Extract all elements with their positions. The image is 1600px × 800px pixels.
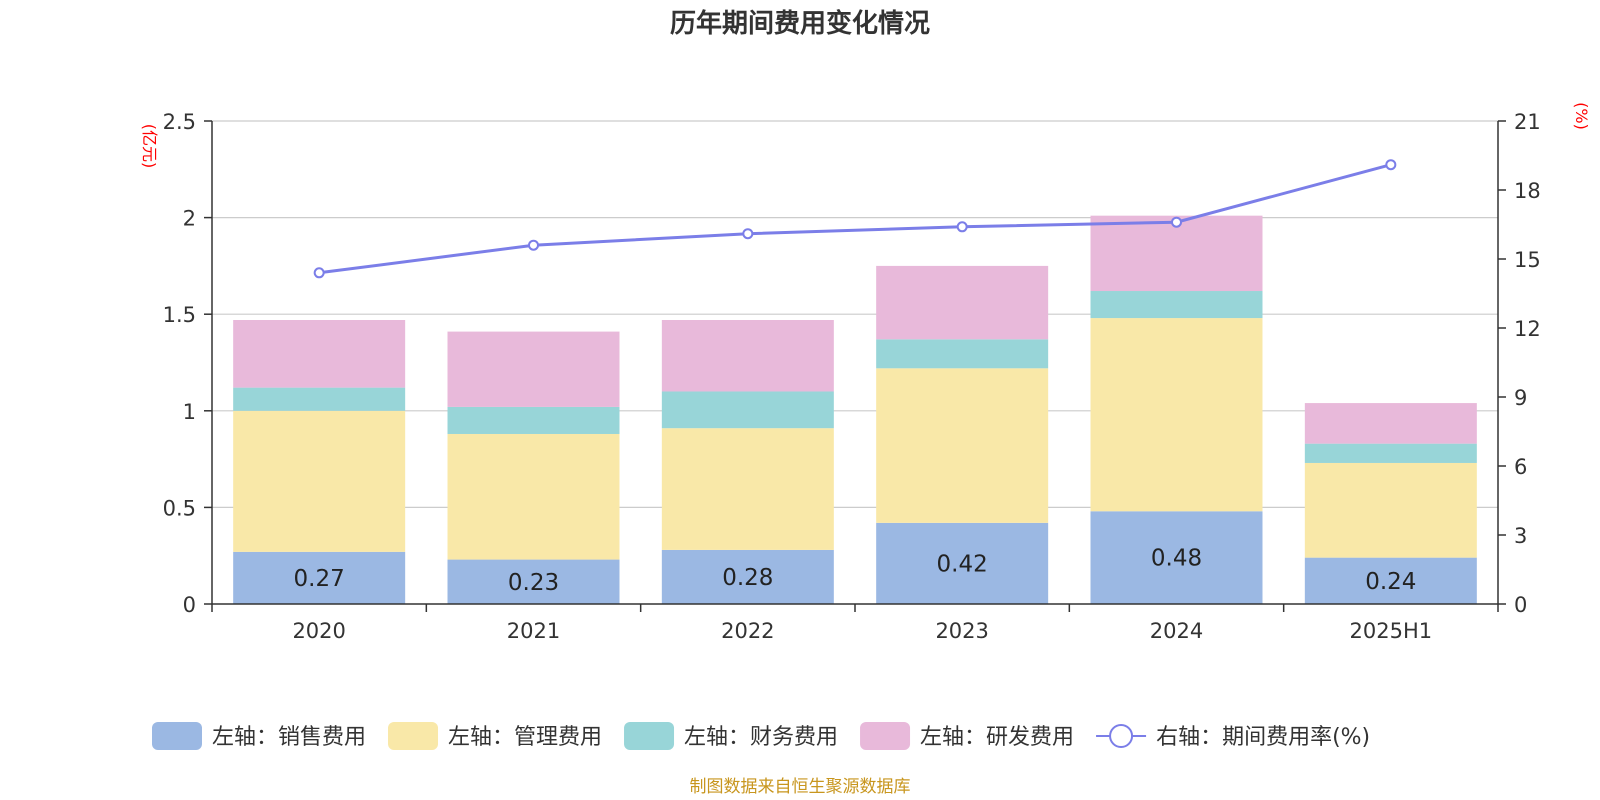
right-tick-label: 15	[1514, 248, 1541, 272]
legend-label: 左轴：管理费用	[448, 725, 602, 750]
bar-labels: 0.27 0.23 0.28 0.42 0.48 0.24	[294, 546, 1417, 596]
right-axis-unit: (%)	[1572, 102, 1591, 130]
legend-point-swatch	[1109, 724, 1134, 748]
bar-segment	[447, 433, 620, 560]
bar-segment	[1090, 215, 1263, 292]
x-tick-label: 2020	[292, 619, 345, 643]
legend-label: 右轴：期间费用率(%)	[1156, 725, 1370, 750]
rate-line-path	[318, 163, 1392, 275]
bar-segment	[233, 410, 406, 552]
bar-segment	[1090, 318, 1263, 512]
bar-segment	[876, 265, 1049, 340]
right-tick-label: 21	[1514, 110, 1541, 134]
bar-segment	[661, 428, 834, 550]
bar-segment	[1304, 462, 1477, 558]
bar-segment	[1304, 557, 1477, 604]
bar-data-label: 0.28	[722, 565, 773, 591]
bar-segment	[447, 559, 620, 604]
rate-point	[1385, 159, 1397, 171]
legend-label: 左轴：销售费用	[212, 725, 366, 750]
bar-segment	[876, 368, 1049, 523]
bar-data-label: 0.48	[1151, 546, 1202, 572]
bar-segment	[233, 551, 406, 604]
legend-swatch	[152, 722, 202, 750]
legend: 左轴：销售费用 左轴：管理费用 左轴：财务费用 左轴：研发费用 右轴：期间费用率(%)	[152, 722, 1370, 750]
right-tick-label: 12	[1514, 317, 1541, 341]
x-tick-label: 2022	[721, 619, 774, 643]
right-tick-label: 18	[1514, 179, 1541, 203]
left-tick-label: 0	[183, 593, 196, 617]
bar-data-label: 0.42	[937, 551, 988, 577]
x-tick-label: 2025H1	[1350, 619, 1433, 643]
bar-segment	[1304, 403, 1477, 444]
left-tick-label: 1.5	[163, 303, 196, 327]
rate-line	[313, 159, 1397, 279]
left-tick-label: 1	[183, 400, 196, 424]
bar-segment	[661, 549, 834, 604]
left-tick-label: 2	[183, 207, 196, 231]
left-tick-label: 2.5	[163, 110, 196, 134]
bar-segment	[661, 391, 834, 429]
bar-segment	[447, 406, 620, 434]
legend-label: 左轴：研发费用	[920, 725, 1074, 750]
right-tick-label: 0	[1514, 593, 1527, 617]
bars	[233, 215, 1477, 604]
bar-data-label: 0.27	[294, 566, 345, 592]
legend-swatch	[388, 722, 439, 750]
bar-data-label: 0.24	[1365, 569, 1416, 595]
legend-swatch	[624, 722, 675, 750]
bar-segment	[1304, 443, 1477, 463]
bar-segment	[447, 331, 620, 407]
right-tick-label: 9	[1514, 386, 1527, 410]
rate-point	[528, 239, 539, 251]
left-tick-label: 0.5	[163, 496, 196, 520]
legend-swatch	[860, 722, 911, 750]
rate-point	[956, 221, 968, 233]
data-source: 制图数据来自恒生聚源数据库	[690, 777, 911, 797]
bar-segment	[233, 319, 406, 388]
legend-label: 左轴：财务费用	[684, 725, 838, 750]
bar-segment	[876, 339, 1049, 369]
bar-data-label: 0.23	[508, 570, 559, 596]
bar-segment	[1090, 511, 1263, 604]
bar-segment	[661, 319, 834, 392]
bar-segment	[233, 387, 406, 411]
axes: 0 0.5 1 1.5 2 2.5 0 3 6 9 12 15 18 21 2020 2021 2022 2023…	[163, 110, 1541, 643]
rate-point	[1171, 216, 1182, 228]
x-tick-label: 2024	[1150, 619, 1203, 643]
x-tick-label: 2023	[935, 619, 988, 643]
rate-point	[313, 267, 325, 279]
left-axis-unit: (亿元)	[140, 124, 159, 169]
rate-point	[742, 228, 754, 240]
grid	[212, 120, 1498, 508]
right-tick-label: 3	[1514, 524, 1527, 548]
chart-title: 历年期间费用变化情况	[670, 8, 930, 39]
bar-segment	[1090, 291, 1263, 319]
bar-segment	[876, 522, 1049, 604]
x-tick-label: 2021	[507, 619, 560, 643]
right-tick-label: 6	[1514, 455, 1527, 479]
